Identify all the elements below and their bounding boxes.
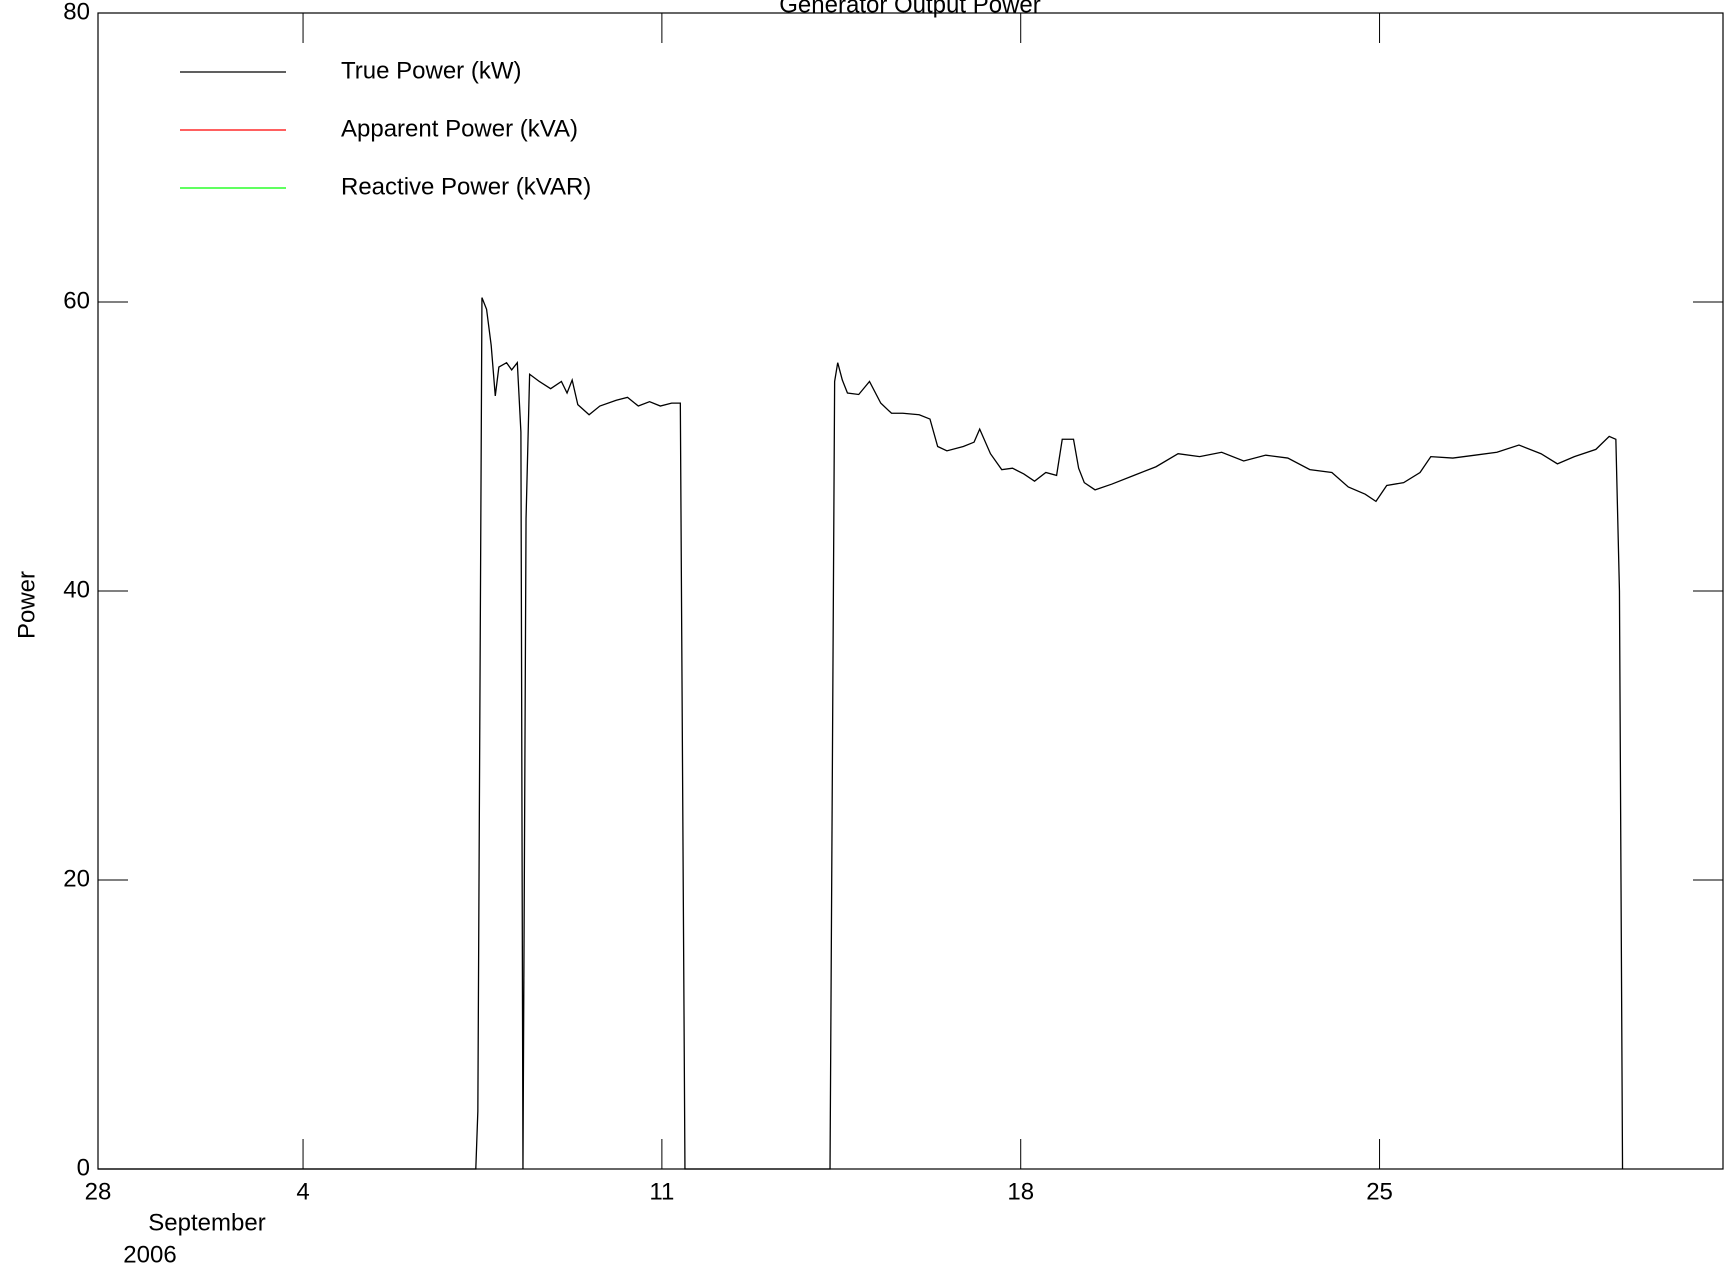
legend-label: Apparent Power (kVA) (341, 115, 578, 142)
x-tick-label: 28 (85, 1178, 112, 1205)
y-tick-label: 40 (63, 576, 90, 603)
legend-label: Reactive Power (kVAR) (341, 173, 591, 200)
x-axis-year: 2006 (123, 1241, 176, 1268)
chart-title: Generator Output Power (779, 0, 1040, 18)
y-axis-label: Power (13, 571, 40, 639)
x-axis-month: September (148, 1209, 265, 1236)
y-tick-label: 60 (63, 287, 90, 314)
x-tick-label: 25 (1366, 1178, 1393, 1205)
x-tick-label: 11 (649, 1178, 674, 1205)
y-tick-label: 0 (77, 1154, 90, 1181)
x-tick-label: 4 (296, 1178, 309, 1205)
legend-label: True Power (kW) (341, 57, 521, 84)
y-tick-label: 20 (63, 865, 90, 892)
y-tick-label: 80 (63, 0, 90, 25)
series-line (98, 297, 1624, 1170)
x-tick-label: 18 (1007, 1178, 1034, 1205)
